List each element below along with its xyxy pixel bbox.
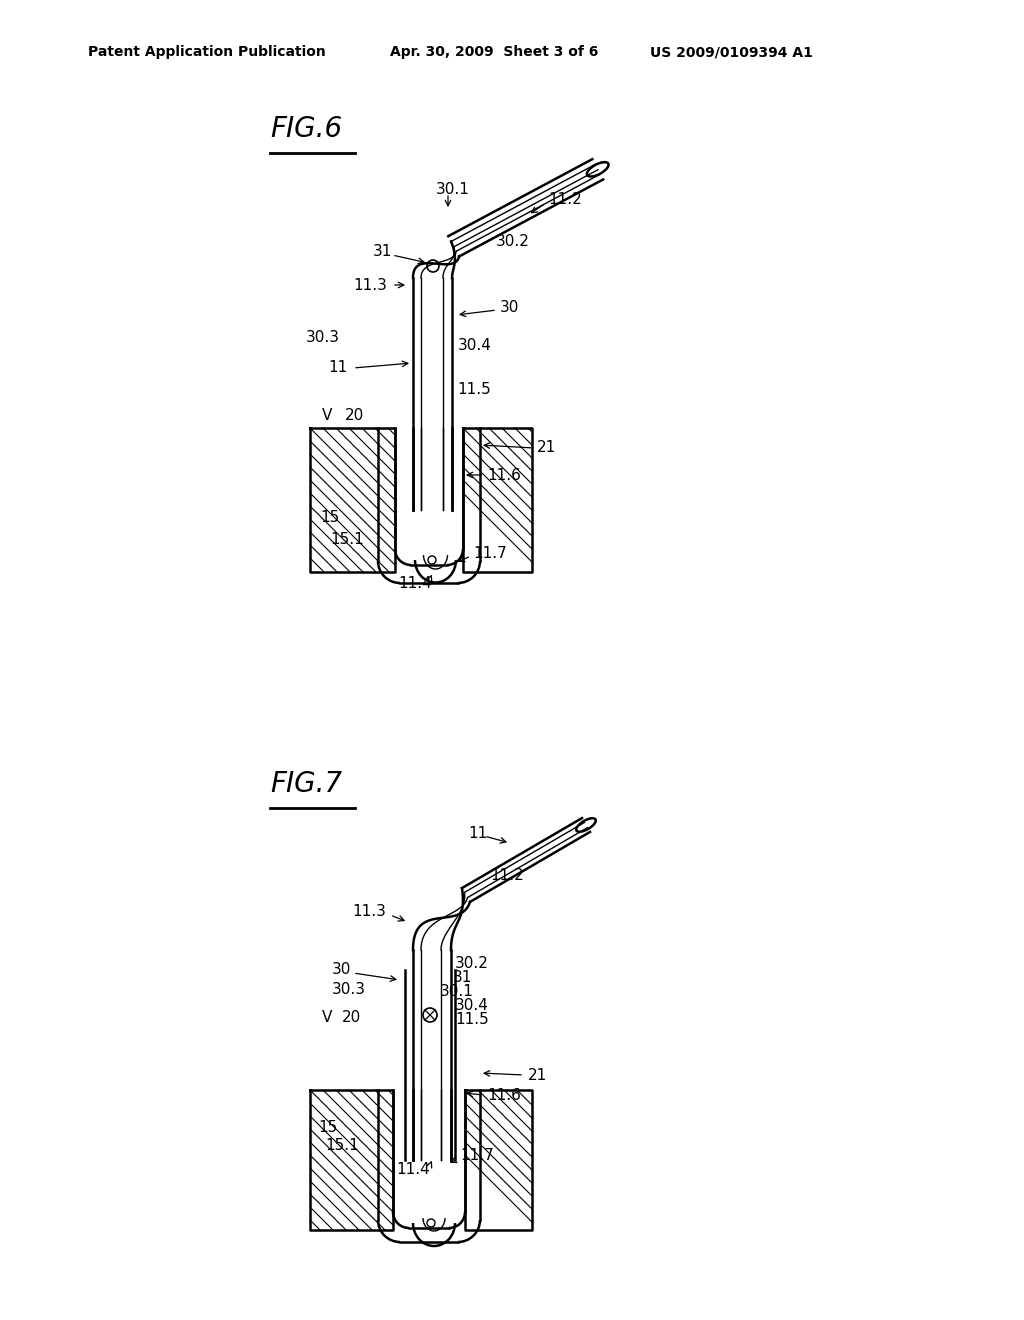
Text: 30: 30 [500,301,519,315]
Text: Patent Application Publication: Patent Application Publication [88,45,326,59]
Text: 20: 20 [342,1011,361,1026]
Text: 11.5: 11.5 [457,383,490,397]
Text: 11: 11 [468,825,487,841]
Text: 30.3: 30.3 [332,982,366,998]
Text: 30.4: 30.4 [458,338,492,352]
Circle shape [423,1008,437,1022]
Text: 11.6: 11.6 [487,467,521,483]
Circle shape [427,1218,435,1228]
Text: 21: 21 [528,1068,547,1082]
Text: 11.4: 11.4 [396,1163,430,1177]
Circle shape [427,260,439,272]
Text: 30.2: 30.2 [455,956,488,970]
Text: 30.1: 30.1 [440,985,474,999]
Text: 15: 15 [318,1121,337,1135]
Text: 30.4: 30.4 [455,998,488,1012]
Text: Apr. 30, 2009  Sheet 3 of 6: Apr. 30, 2009 Sheet 3 of 6 [390,45,598,59]
Text: US 2009/0109394 A1: US 2009/0109394 A1 [650,45,813,59]
Text: 11.2: 11.2 [548,193,582,207]
Text: 11.5: 11.5 [455,1012,488,1027]
Text: FIG.7: FIG.7 [270,770,342,799]
Text: V: V [322,408,333,422]
Text: 31: 31 [373,244,392,260]
Text: 11: 11 [329,360,348,375]
Text: FIG.6: FIG.6 [270,115,342,143]
Text: V: V [322,1011,333,1026]
Text: 21: 21 [537,441,556,455]
Text: 15.1: 15.1 [330,532,364,548]
Text: 31: 31 [453,970,472,986]
Text: 11.7: 11.7 [473,545,507,561]
Text: 15: 15 [319,511,339,525]
Text: 11.7: 11.7 [460,1148,494,1163]
Text: 11.6: 11.6 [487,1088,521,1102]
Text: 30.1: 30.1 [436,182,470,198]
Circle shape [428,556,436,564]
Text: 30.2: 30.2 [496,235,529,249]
Text: 20: 20 [345,408,365,422]
Text: 11.3: 11.3 [353,277,387,293]
Text: 30: 30 [332,962,351,978]
Text: 11.3: 11.3 [352,904,386,920]
Text: 11.4: 11.4 [398,576,432,590]
Text: 30.3: 30.3 [306,330,340,346]
Text: 15.1: 15.1 [325,1138,358,1152]
Text: 11.2: 11.2 [490,867,523,883]
